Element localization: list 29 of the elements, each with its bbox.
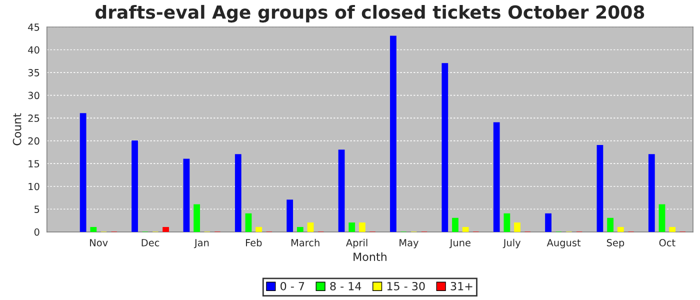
- x-tick-label: Jan: [194, 239, 209, 248]
- x-tick-label: Feb: [246, 238, 262, 246]
- legend-label: 31+: [450, 282, 472, 290]
- x-tick-label: Dec: [142, 239, 160, 246]
- x-tick-label: Oct: [659, 239, 676, 246]
- x-tick-label: August: [546, 239, 581, 248]
- y-tick-label: 40: [28, 46, 40, 54]
- x-tick-label: May: [400, 239, 418, 248]
- x-tick-label: April: [346, 238, 368, 248]
- x-tick-label: March: [291, 238, 320, 246]
- y-tick-label: 25: [28, 114, 40, 122]
- y-tick-label: 5: [34, 206, 40, 213]
- legend-label: 0 - 7: [280, 282, 304, 290]
- y-tick-label: 30: [28, 92, 40, 100]
- y-tick-label: 15: [28, 160, 40, 168]
- legend-label: 15 - 30: [387, 282, 425, 290]
- x-tick-label: Nov: [90, 239, 108, 246]
- y-tick-label: 0: [34, 228, 40, 236]
- x-tick-label: June: [449, 239, 470, 248]
- x-tick-label: July: [502, 238, 521, 248]
- chart-title: drafts-eval Age groups of closed tickets October 2008: [95, 4, 644, 23]
- y-tick-label: 20: [28, 137, 40, 145]
- y-tick-label: 10: [28, 182, 40, 190]
- y-tick-label: 35: [28, 69, 40, 76]
- y-tick-label: 45: [28, 24, 40, 31]
- legend-label: 8 - 14: [330, 282, 362, 290]
- y-axis-title: Count: [12, 113, 22, 146]
- x-tick-label: Sep: [606, 239, 624, 248]
- x-axis-title: Month: [354, 252, 386, 262]
